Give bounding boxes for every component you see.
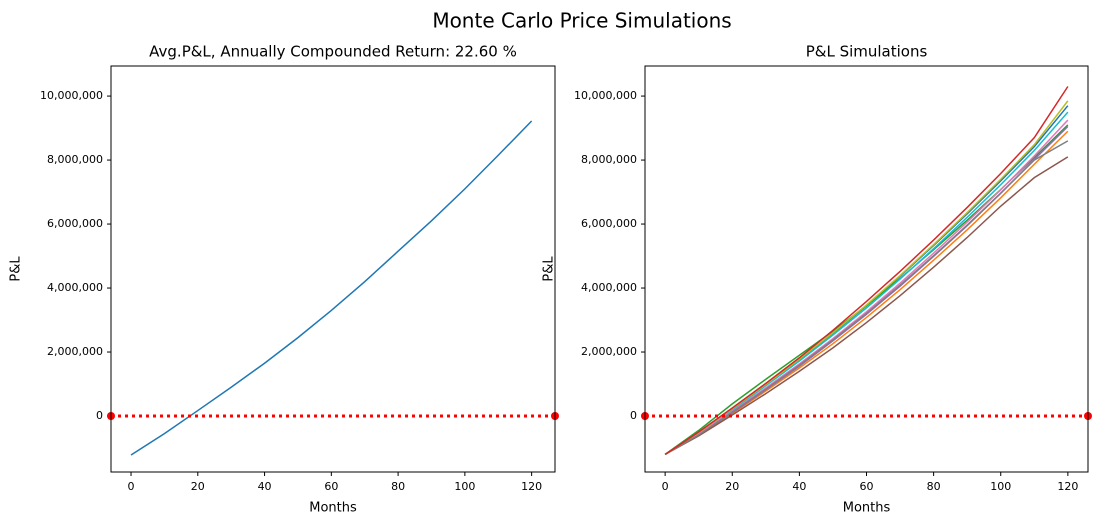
x-tick-label: 0	[128, 480, 135, 493]
y-tick-label: 0	[96, 409, 103, 422]
x-tick-label: 40	[258, 480, 272, 493]
figure-title: Monte Carlo Price Simulations	[432, 9, 731, 33]
series-line	[130, 120, 533, 456]
subplot-title: Avg.P&L, Annually Compounded Return: 22.…	[149, 43, 517, 61]
x-tick-label: 80	[391, 480, 405, 493]
y-tick-label: 4,000,000	[581, 281, 637, 294]
y-tick-label: 2,000,000	[47, 345, 103, 358]
x-tick-label: 40	[792, 480, 806, 493]
y-tick-label: 10,000,000	[40, 89, 103, 102]
series-line	[664, 100, 1069, 456]
series-line	[664, 105, 1069, 456]
y-axis-label: P&L	[542, 256, 557, 282]
y-tick-label: 2,000,000	[581, 345, 637, 358]
y-tick-label: 6,000,000	[581, 217, 637, 230]
series-line	[664, 125, 1069, 456]
x-tick-label: 20	[725, 480, 739, 493]
x-tick-label: 120	[1057, 480, 1078, 493]
y-tick-label: 6,000,000	[47, 217, 103, 230]
x-tick-label: 60	[324, 480, 338, 493]
plot-frame	[644, 65, 1089, 473]
x-tick-label: 20	[191, 480, 205, 493]
subplot-title: P&L Simulations	[806, 43, 928, 61]
series-line	[664, 156, 1069, 456]
x-axis-label: Months	[843, 501, 891, 516]
y-tick-label: 10,000,000	[574, 89, 637, 102]
y-tick-label: 4,000,000	[47, 281, 103, 294]
x-tick-label: 100	[454, 480, 475, 493]
series-line	[664, 111, 1069, 456]
y-axis-label: P&L	[9, 256, 24, 282]
y-tick-label: 8,000,000	[581, 153, 637, 166]
x-axis-label: Months	[309, 501, 357, 516]
y-tick-label: 8,000,000	[47, 153, 103, 166]
series-line	[664, 130, 1069, 456]
y-tick-label: 0	[630, 409, 637, 422]
x-tick-label: 60	[860, 480, 874, 493]
series-line	[664, 86, 1069, 456]
series-line	[664, 119, 1069, 456]
plot-frame	[110, 65, 556, 473]
x-tick-label: 100	[990, 480, 1011, 493]
x-tick-label: 120	[521, 480, 542, 493]
x-tick-label: 0	[662, 480, 669, 493]
series-line	[664, 140, 1069, 456]
x-tick-label: 80	[927, 480, 941, 493]
